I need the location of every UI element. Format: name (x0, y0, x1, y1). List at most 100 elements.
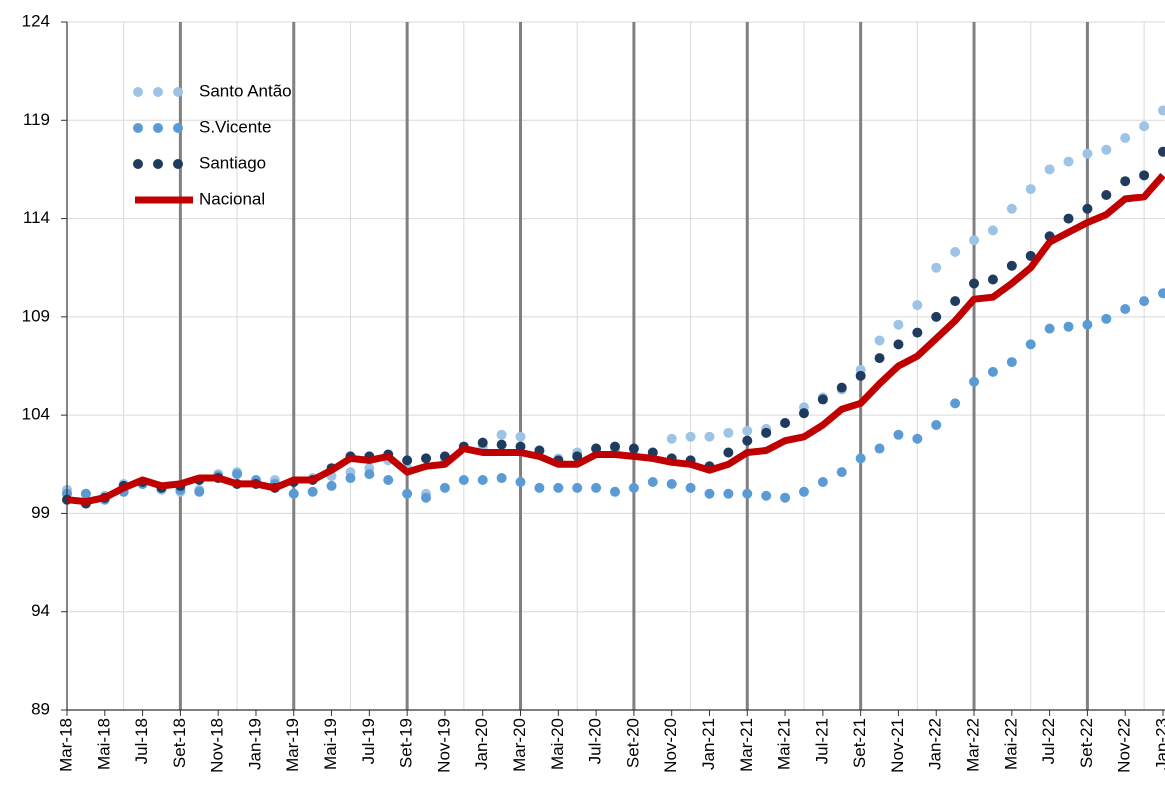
legend-swatch (173, 123, 183, 133)
data-point (591, 482, 602, 493)
data-point (1082, 148, 1093, 159)
data-point (610, 441, 620, 452)
data-point (987, 225, 998, 236)
data-point (496, 439, 507, 450)
y-tick-label: 99 (31, 503, 50, 522)
data-point (950, 246, 961, 257)
x-tick-label: Jan-23 (1152, 718, 1165, 770)
data-point (836, 382, 847, 393)
legend-swatch (133, 159, 143, 169)
data-point (817, 394, 828, 405)
data-point (855, 453, 866, 464)
x-tick-label: Mai-20 (548, 718, 567, 770)
x-tick-label: Mai-21 (775, 718, 794, 770)
data-point (950, 398, 961, 409)
data-point (666, 433, 677, 444)
data-point (817, 476, 828, 487)
data-point (723, 447, 734, 458)
x-tick-label: Mar-21 (737, 718, 756, 772)
data-point (1139, 170, 1150, 181)
data-point (798, 486, 809, 497)
data-point (912, 300, 923, 311)
y-tick-label: 104 (22, 405, 50, 424)
data-point (723, 427, 734, 438)
data-point (666, 478, 677, 489)
data-point (232, 469, 243, 480)
data-point (1025, 339, 1036, 350)
legend-swatch (153, 87, 163, 97)
x-tick-label: Jul-19 (359, 718, 378, 764)
x-tick-label: Jan-19 (245, 718, 264, 770)
x-tick-label: Nov-18 (208, 718, 227, 773)
data-point (1120, 303, 1131, 314)
data-point (950, 296, 961, 307)
x-tick-label: Jul-18 (132, 718, 151, 764)
data-point (742, 425, 753, 436)
y-tick-label: 94 (31, 601, 50, 620)
data-point (1158, 146, 1165, 157)
x-tick-label: Jul-21 (812, 718, 831, 764)
data-point (1044, 323, 1055, 334)
x-tick-label: Nov-19 (434, 718, 453, 773)
series-line (66, 172, 1165, 506)
data-point (893, 339, 904, 350)
data-point (1025, 184, 1036, 195)
data-point (912, 327, 923, 338)
data-point (477, 475, 488, 486)
x-tick-label: Mar-20 (510, 718, 529, 772)
data-point (572, 482, 583, 493)
data-point (496, 473, 507, 484)
data-point (307, 486, 318, 497)
legend-swatch (153, 123, 163, 133)
data-point (383, 475, 394, 486)
data-point (761, 427, 772, 438)
data-point (780, 418, 791, 429)
data-point (1158, 288, 1165, 299)
legend-swatch (133, 123, 143, 133)
x-tick-label: Mai-19 (321, 718, 340, 770)
x-tick-label: Mar-19 (283, 718, 302, 772)
data-point (893, 429, 904, 440)
x-tick-label: Set-18 (170, 718, 189, 768)
plot-area (62, 105, 1165, 509)
data-point (1101, 144, 1112, 155)
data-point (931, 262, 942, 273)
data-point (80, 488, 91, 499)
legend-swatch (173, 159, 183, 169)
y-tick-label: 124 (22, 11, 50, 30)
data-point (798, 408, 809, 419)
x-tick-label: Jan-22 (926, 718, 945, 770)
data-point (874, 443, 885, 454)
data-point (1006, 203, 1017, 214)
data-point (1082, 203, 1093, 214)
data-point (761, 490, 772, 501)
data-point (969, 376, 980, 387)
axes: 89 94 99 104 109 114 119 124 Mar-18 Mai-18 Jul-18 S… (22, 11, 1165, 773)
data-point (723, 488, 734, 499)
data-point (628, 443, 639, 454)
x-tick-label: Jan-20 (472, 718, 491, 770)
data-point (421, 453, 432, 464)
x-tick-label: Mai-22 (1001, 718, 1020, 770)
data-point (1063, 156, 1074, 167)
data-point (987, 366, 998, 377)
data-point (1120, 132, 1131, 143)
data-point (1082, 319, 1093, 330)
data-point (439, 482, 450, 493)
x-tick-label: Set-22 (1077, 718, 1096, 768)
legend-label: Santiago (199, 153, 266, 172)
data-point (1006, 260, 1017, 271)
data-point (685, 431, 696, 442)
data-point (534, 482, 545, 493)
data-point (685, 482, 696, 493)
legend-swatch (173, 87, 183, 97)
data-point (458, 475, 469, 486)
x-tick-label: Mar-18 (56, 718, 75, 772)
x-tick-label: Nov-21 (888, 718, 907, 773)
data-point (704, 488, 715, 499)
data-point (364, 469, 375, 480)
data-point (931, 311, 942, 322)
data-point (1158, 105, 1165, 116)
legend-label: S.Vicente (199, 117, 271, 136)
legend-label: Santo Antão (199, 81, 292, 100)
